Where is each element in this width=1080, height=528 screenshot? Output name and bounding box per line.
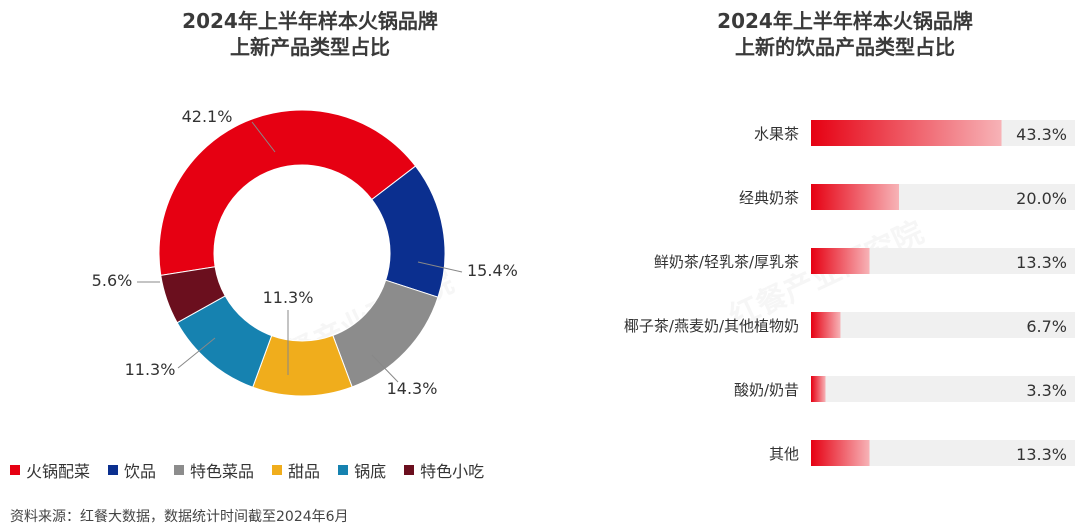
leader-line — [371, 354, 399, 383]
donut-legend: 火锅配菜 饮品 特色菜品 甜品 锅底 特色小吃 — [10, 458, 484, 482]
legend-label: 火锅配菜 — [26, 462, 91, 481]
donut-slice — [160, 266, 226, 324]
slice-value-label: 11.3% — [125, 360, 176, 379]
slice-value-label: 15.4% — [467, 261, 518, 280]
bar-value-label: 6.7% — [1026, 317, 1067, 336]
leader-line — [417, 261, 463, 273]
bar-value-label: 13.3% — [1016, 445, 1067, 464]
slice-value-label: 5.6% — [92, 271, 133, 290]
bar-title-line2: 上新的饮品产品类型占比 — [735, 35, 955, 59]
legend-label: 特色菜品 — [190, 462, 255, 481]
legend-swatch — [272, 465, 283, 475]
donut-title-line2: 上新产品类型占比 — [230, 35, 390, 59]
donut-slice — [332, 279, 439, 388]
bar — [811, 312, 841, 338]
bar — [811, 184, 899, 210]
bar-value-label: 13.3% — [1016, 253, 1067, 272]
legend-item: 火锅配菜 — [10, 458, 90, 482]
bar-value-label: 43.3% — [1016, 125, 1067, 144]
legend-swatch — [338, 465, 349, 475]
slice-value-label: 42.1% — [182, 107, 233, 126]
leader-line — [177, 337, 216, 369]
source-note: 资料来源：红餐大数据，数据统计时间截至2024年6月 — [10, 509, 349, 525]
legend-item: 饮品 — [108, 458, 156, 482]
category-label: 鲜奶茶/轻乳茶/厚乳茶 — [654, 253, 799, 271]
donut-chart: 42.1% 15.4% 14.3% 11.3% 11.3% 5.6% — [92, 107, 518, 398]
donut-slice — [158, 109, 417, 276]
bar-title-line1: 2024年上半年样本火锅品牌 — [717, 9, 973, 33]
bar-value-label: 20.0% — [1016, 189, 1067, 208]
legend-label: 锅底 — [354, 462, 387, 481]
category-label: 经典奶茶 — [739, 189, 799, 207]
bar — [811, 376, 826, 402]
category-label: 酸奶/奶昔 — [734, 381, 799, 399]
bar-track — [811, 376, 1075, 402]
legend-swatch — [10, 465, 20, 475]
donut-title-line1: 2024年上半年样本火锅品牌 — [182, 9, 438, 33]
bar-chart: 水果茶 43.3% 经典奶茶 20.0% 鲜奶茶/轻乳茶/厚乳茶 13.3% 椰子茶/燕麦奶… — [624, 120, 1075, 466]
legend-item: 特色小吃 — [404, 458, 484, 482]
slice-value-label: 11.3% — [263, 288, 314, 307]
legend-item: 锅底 — [338, 458, 386, 482]
bar — [811, 440, 870, 466]
donut-chart-title: 2024年上半年样本火锅品牌 上新产品类型占比 — [130, 8, 490, 60]
category-label: 其他 — [769, 445, 799, 463]
legend-swatch — [108, 465, 119, 475]
legend-item: 甜品 — [272, 458, 320, 482]
bar — [811, 248, 870, 274]
legend-item: 特色菜品 — [174, 458, 254, 482]
legend-swatch — [404, 465, 415, 475]
category-label: 水果茶 — [754, 125, 799, 143]
legend-label: 饮品 — [124, 462, 157, 481]
leader-line — [251, 121, 276, 153]
bar — [811, 120, 1002, 146]
legend-label: 特色小吃 — [420, 462, 485, 481]
category-label: 椰子茶/燕麦奶/其他植物奶 — [624, 317, 799, 335]
bar-chart-title: 2024年上半年样本火锅品牌 上新的饮品产品类型占比 — [665, 8, 1025, 60]
bar-track — [811, 312, 1075, 338]
bar-value-label: 3.3% — [1026, 381, 1067, 400]
legend-swatch — [174, 465, 185, 475]
slice-value-label: 14.3% — [387, 379, 438, 398]
legend-label: 甜品 — [288, 462, 321, 481]
